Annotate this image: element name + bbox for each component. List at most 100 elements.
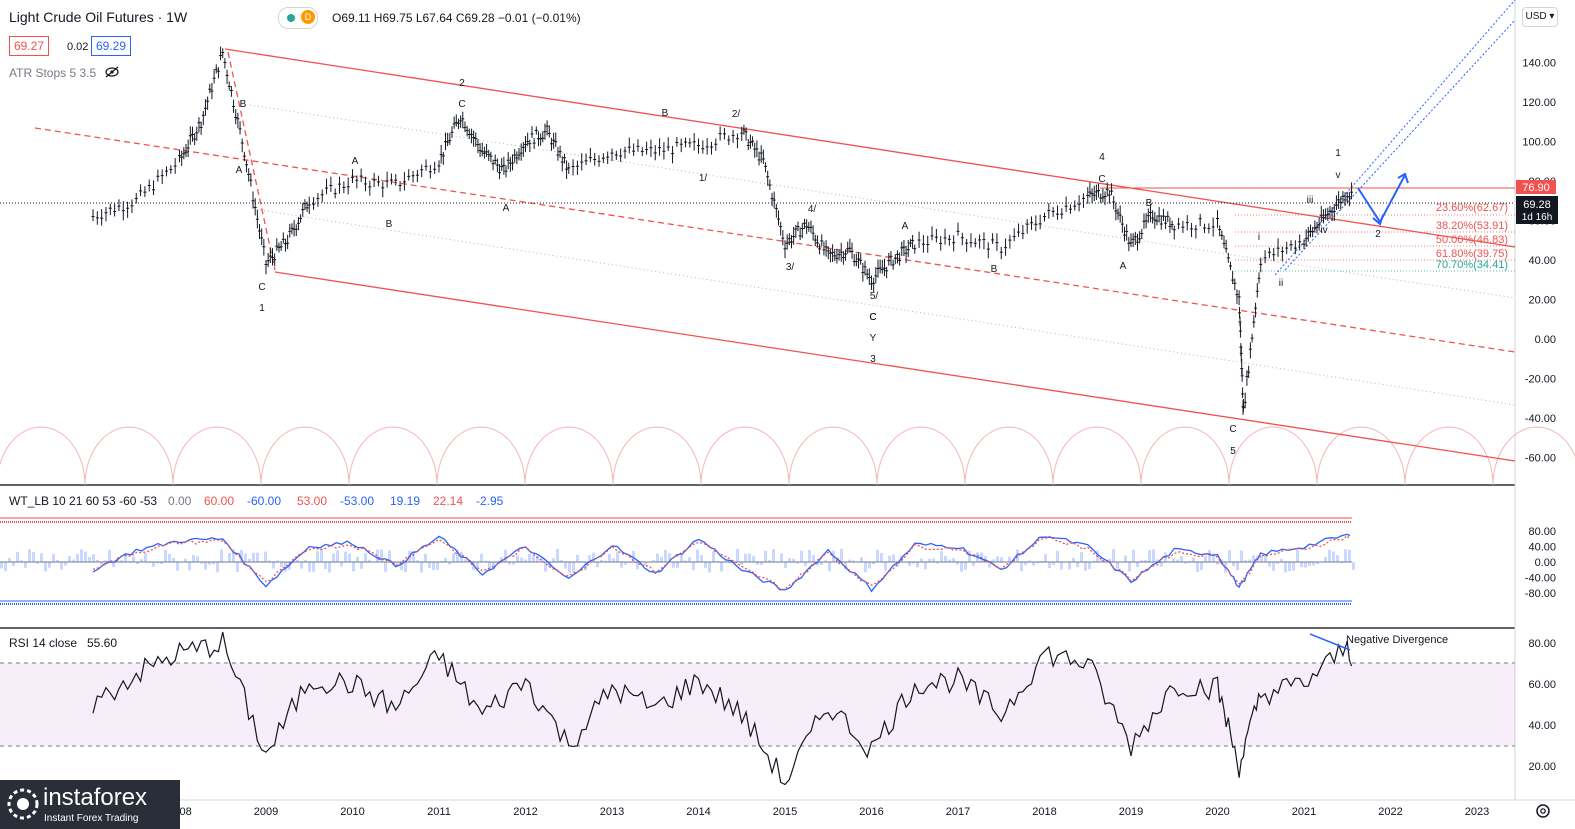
divergence-line[interactable] [1309,633,1351,651]
wave-connector-line[interactable] [227,51,276,271]
wt-histogram-bar [1308,562,1311,566]
wt-histogram-bar [1268,562,1271,567]
status-dot-icon [287,14,295,22]
time-axis[interactable]: 2008200920102011201220132014201520162017… [167,806,1489,818]
time-tick-label: 2016 [859,806,883,818]
channel-lower-line[interactable] [274,271,1516,462]
wt-histogram-bar [240,549,243,562]
price-tag-countdown: 1d 16h [1522,212,1553,223]
wt-histogram-bar [1040,561,1043,562]
wt-histogram-bar [820,562,823,565]
price-tick-label: 100.00 [1522,136,1556,148]
atr-indicator-label[interactable]: ATR Stops 5 3.5 [9,66,97,80]
wt-histogram-bar [52,554,55,562]
symbol-title[interactable]: Light Crude Oil Futures · 1W [9,9,188,25]
cycle-arc [1052,426,1142,486]
price-tick-label: -60.00 [1525,452,1556,464]
wt-histogram-bar [1168,561,1171,562]
time-tick-label: 2020 [1205,806,1229,818]
wt-histogram-bar [188,562,191,571]
market-status-button[interactable]: D [278,7,318,29]
wave-label: B [386,219,393,230]
wt-histogram-bar [176,562,179,571]
wt-histogram-bar [904,562,907,563]
wt-histogram-bar [64,562,67,566]
wt-histogram-bar [1068,562,1071,570]
wt-histogram-bar [972,562,975,566]
rsi-axis[interactable]: 80.00 60.00 40.00 20.00 [1528,638,1556,773]
wave-label: A [503,203,510,214]
price-tick-label: -20.00 [1525,373,1556,385]
wt-histogram-bar [1188,560,1191,562]
wt-histogram-bar [136,562,139,565]
currency-selector[interactable]: USD ▾ [1522,7,1558,27]
wt-histogram-bar [1340,562,1343,564]
wt-axis[interactable]: 80.00 40.00 0.00 -40.00 -80.00 [1525,526,1556,600]
wt-histogram-bar [300,562,303,569]
wt-histogram-bar [752,556,755,562]
wave-label: 4 [1099,152,1105,163]
wt-histogram-bar [1140,560,1143,562]
ask-price[interactable]: 69.29 [91,36,132,56]
price-axis[interactable]: 140.00120.00100.0080.0060.0040.0020.000.… [1522,57,1556,464]
wt-histogram-bar [940,551,943,562]
wt-histogram-bar [164,550,167,562]
wt-histogram-bar [360,562,363,569]
gear-icon[interactable] [1536,804,1550,818]
cycle-arc [964,426,1054,486]
wt-histogram-bar [608,553,611,562]
wt-histogram-bar [1192,557,1195,562]
wt-histogram-bar [872,562,875,565]
wt-histogram-bar [408,550,411,562]
wt-histogram-bar [48,562,51,568]
wt-histogram-bar [544,562,547,572]
wt-histogram-bar [280,562,283,568]
brand-logo: instaforex Instant Forex Trading [0,780,180,829]
wt-value: -2.95 [476,494,504,508]
time-tick-label: 2009 [254,806,278,818]
wt-value: -53.00 [340,494,374,508]
wt-histogram-bar [1112,549,1115,562]
wt-histogram-bar [1208,550,1211,562]
wt-histogram-bar [404,562,407,573]
wt-histogram-bar [948,559,951,562]
wt-histogram-bar [1228,550,1231,562]
wt-histogram-bar [908,562,911,566]
wt-histogram-bar [268,560,271,562]
wt-histogram-bar [1128,562,1131,572]
wave-label: 3 [870,354,876,365]
wt-histogram-bar [244,553,247,562]
wt-histogram-bar [660,556,663,562]
wt-histogram-bar [472,562,475,570]
wt-histogram-bar [1284,562,1287,573]
eye-hidden-icon[interactable] [104,66,120,78]
wt-histogram-bar [592,552,595,562]
wt-histogram-bar [936,562,939,564]
price-tag-last-bg [1516,196,1558,224]
wt-histogram-bar [1248,559,1251,562]
channel-upper-line[interactable] [224,48,1516,248]
wt-histogram-bar [40,553,43,562]
wt-histogram-bar [1196,562,1199,573]
wt-histogram-bar [1032,562,1035,566]
bid-price[interactable]: 69.27 [9,36,50,56]
wt-histogram-bar [792,558,795,562]
wt-histogram-bar [104,560,107,562]
wt-histogram-bar [572,562,575,573]
wt-histogram-bar [868,562,871,569]
wt-histogram-bar [1076,562,1079,567]
wt-histogram-bar [1336,555,1339,562]
uptrend-channel-line[interactable] [1284,19,1516,271]
wt-histogram-bar [708,562,711,573]
rsi-value: 55.60 [87,636,117,650]
wt-histogram-bar [912,562,915,564]
wt-histogram-bar [1124,555,1127,562]
logo-emblem-icon [7,788,39,820]
wt-histogram-bar [212,562,215,565]
channel-median-line[interactable] [34,127,1516,353]
wave-label: A [236,165,243,176]
wt-histogram-bar [744,553,747,562]
wt-histogram-bar [232,549,235,562]
wt-histogram-bar [368,559,371,562]
